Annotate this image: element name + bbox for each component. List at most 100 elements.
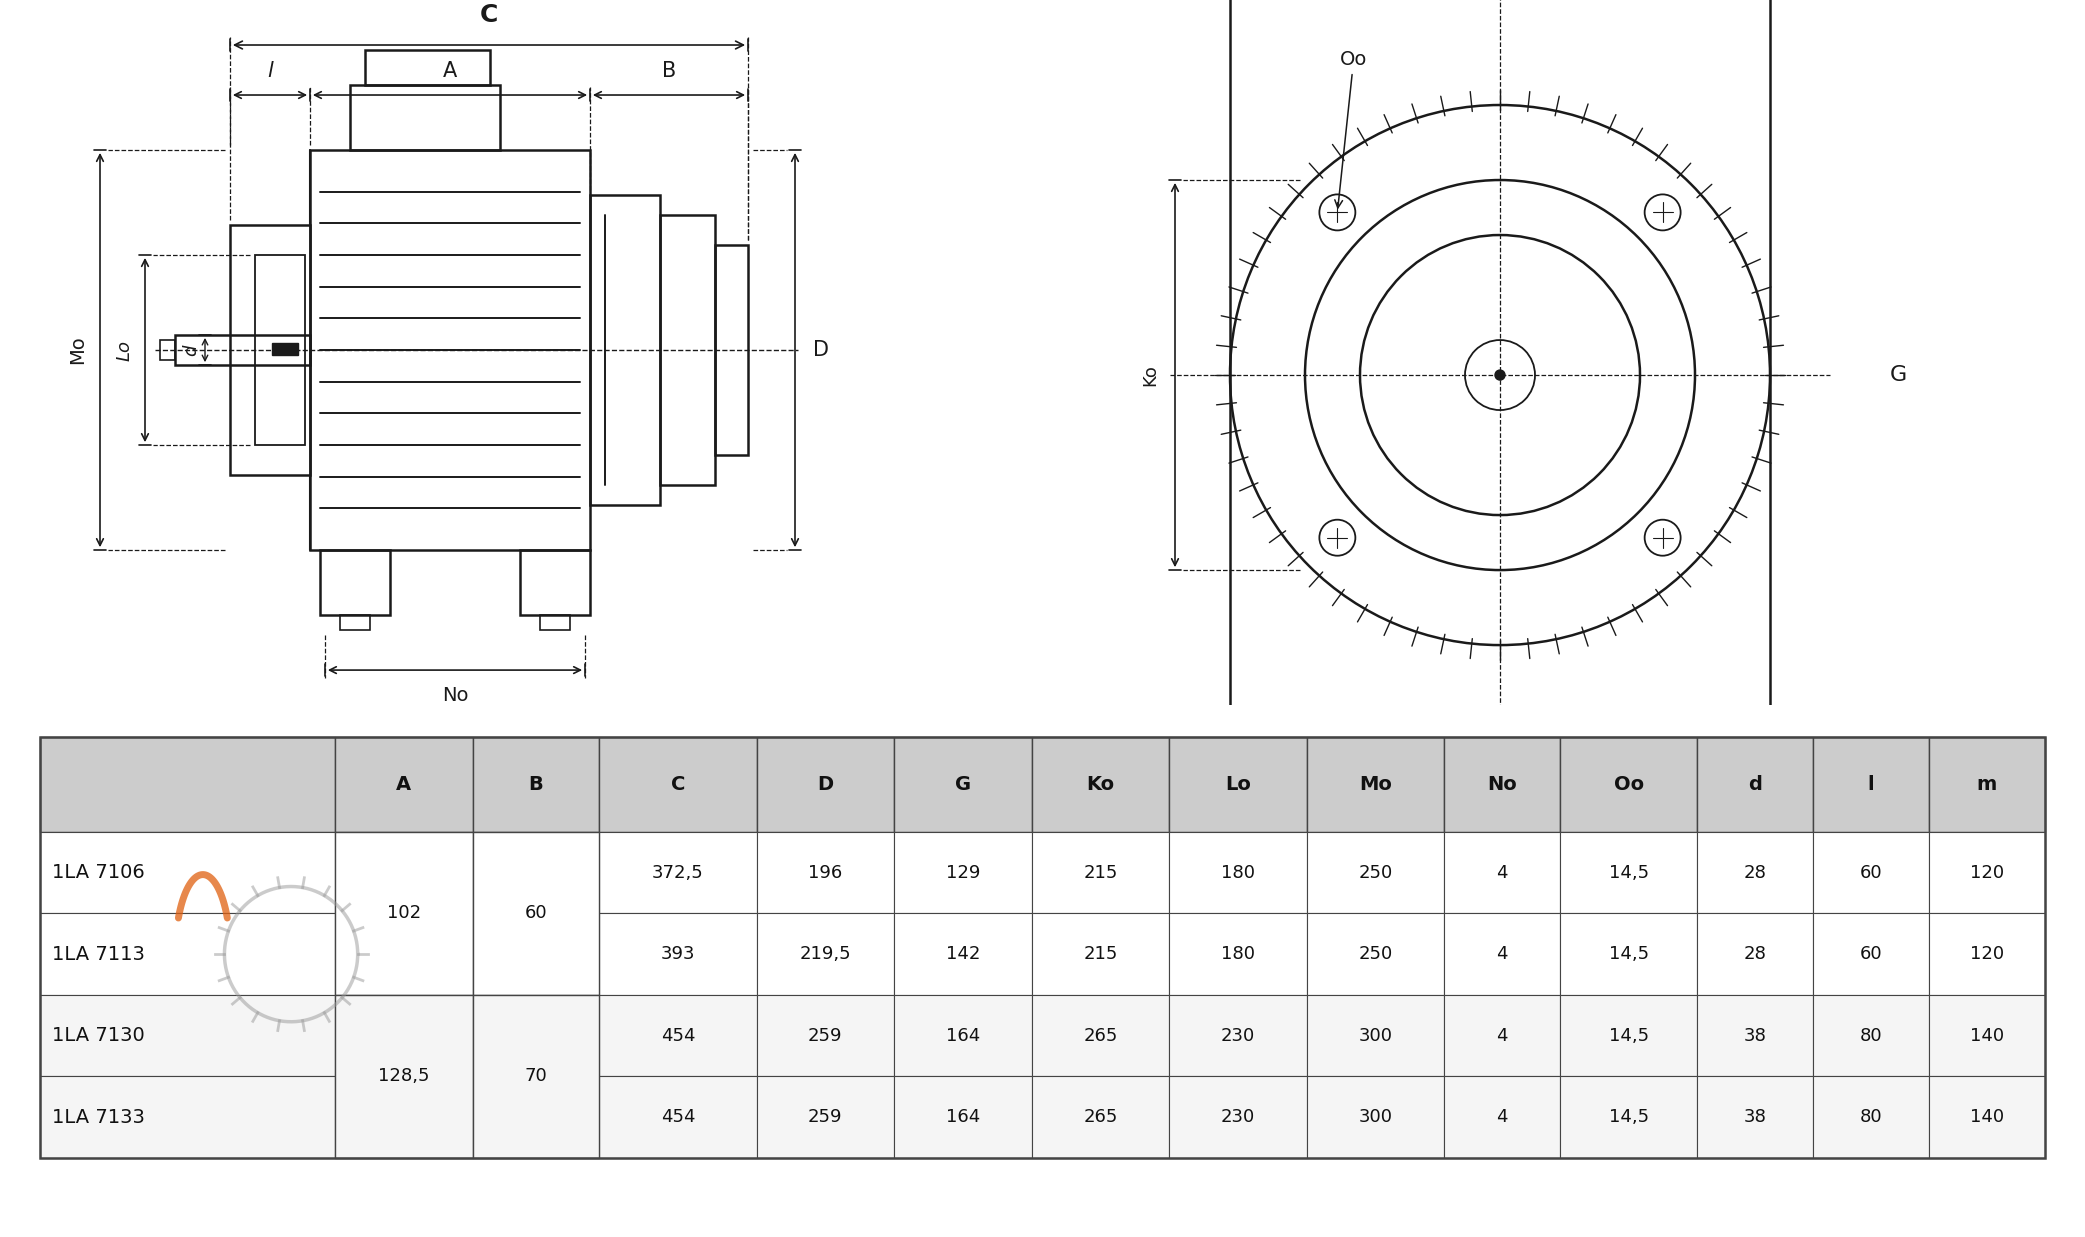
Text: d: d: [1749, 776, 1762, 794]
Bar: [1560, 995, 1697, 1076]
Bar: [473, 831, 598, 995]
Bar: [336, 831, 473, 995]
Text: 265: 265: [1084, 1108, 1118, 1126]
Bar: [1032, 995, 1170, 1076]
Bar: [1307, 1076, 1445, 1158]
Bar: [336, 995, 473, 1076]
Bar: [598, 1076, 757, 1158]
Bar: [1226, 766, 1295, 825]
Text: 80: 80: [1860, 1027, 1883, 1045]
Text: 120: 120: [1970, 863, 2004, 882]
Bar: [1445, 913, 1560, 995]
Bar: [1929, 737, 2045, 831]
Bar: [1697, 831, 1814, 913]
Text: 230: 230: [1220, 1027, 1255, 1045]
Bar: [473, 995, 598, 1076]
Text: 259: 259: [809, 1027, 842, 1045]
Text: 300: 300: [1359, 1108, 1393, 1126]
Bar: [1170, 1076, 1307, 1158]
Bar: [350, 85, 500, 150]
Bar: [336, 737, 473, 831]
Text: No: No: [442, 687, 469, 705]
Bar: [1307, 831, 1445, 913]
Bar: [1560, 1076, 1697, 1158]
Bar: [1032, 913, 1170, 995]
Bar: [1929, 831, 2045, 913]
Bar: [1170, 831, 1307, 913]
Text: 1LA 7113: 1LA 7113: [52, 945, 146, 964]
Bar: [1230, 0, 1770, 766]
Bar: [40, 913, 336, 995]
Bar: [340, 615, 369, 630]
Bar: [757, 831, 894, 913]
Text: l: l: [267, 61, 273, 80]
Text: D: D: [813, 340, 830, 360]
Text: 164: 164: [947, 1027, 980, 1045]
Bar: [1032, 1076, 1170, 1158]
Text: Oo: Oo: [1334, 49, 1368, 208]
Text: 60: 60: [1860, 863, 1883, 882]
Text: Mo: Mo: [1359, 776, 1393, 794]
Bar: [894, 913, 1032, 995]
Bar: [40, 831, 336, 913]
Text: Lo: Lo: [1226, 776, 1251, 794]
Bar: [757, 737, 894, 831]
Bar: [1814, 1076, 1929, 1158]
Text: 454: 454: [661, 1108, 694, 1126]
Text: 372,5: 372,5: [653, 863, 705, 882]
Text: 1LA 7106: 1LA 7106: [52, 863, 146, 882]
Bar: [40, 1076, 336, 1158]
Bar: [894, 831, 1032, 913]
Bar: [1929, 1076, 2045, 1158]
Text: 142: 142: [947, 945, 980, 964]
Text: G: G: [1889, 365, 1908, 385]
Bar: [1560, 831, 1697, 913]
Bar: [336, 995, 473, 1158]
Text: 215: 215: [1084, 945, 1118, 964]
Bar: [598, 913, 757, 995]
Text: 454: 454: [661, 1027, 694, 1045]
Bar: [540, 615, 569, 630]
Text: B: B: [661, 61, 676, 80]
Text: A: A: [442, 61, 457, 80]
Text: 164: 164: [947, 1108, 980, 1126]
Text: 129: 129: [947, 863, 980, 882]
Text: 393: 393: [661, 945, 694, 964]
Bar: [598, 995, 757, 1076]
Text: 38: 38: [1743, 1027, 1766, 1045]
Text: 180: 180: [1222, 945, 1255, 964]
Bar: [1814, 737, 1929, 831]
Bar: [894, 1076, 1032, 1158]
Bar: [40, 737, 2045, 1158]
Bar: [336, 831, 473, 913]
Bar: [175, 335, 311, 365]
Text: 250: 250: [1357, 945, 1393, 964]
Text: 28: 28: [1743, 863, 1766, 882]
Text: G: G: [955, 776, 972, 794]
Bar: [473, 1076, 598, 1158]
Text: 14,5: 14,5: [1610, 863, 1649, 882]
Bar: [1307, 737, 1445, 831]
Text: 230: 230: [1220, 1108, 1255, 1126]
Bar: [473, 831, 598, 913]
Text: Mo: Mo: [69, 335, 88, 365]
Bar: [229, 225, 311, 475]
Text: 180: 180: [1222, 863, 1255, 882]
Bar: [40, 995, 336, 1076]
Text: 14,5: 14,5: [1610, 1027, 1649, 1045]
Bar: [1697, 913, 1814, 995]
Bar: [1445, 737, 1560, 831]
Bar: [894, 995, 1032, 1076]
Text: 215: 215: [1084, 863, 1118, 882]
Bar: [161, 340, 175, 360]
Text: 70: 70: [525, 1068, 548, 1085]
Bar: [1560, 737, 1697, 831]
Bar: [757, 913, 894, 995]
Bar: [1170, 737, 1307, 831]
Bar: [271, 343, 298, 355]
Bar: [1307, 913, 1445, 995]
Bar: [1170, 995, 1307, 1076]
Text: l: l: [1868, 776, 1874, 794]
Circle shape: [1495, 370, 1505, 380]
Bar: [254, 255, 304, 445]
